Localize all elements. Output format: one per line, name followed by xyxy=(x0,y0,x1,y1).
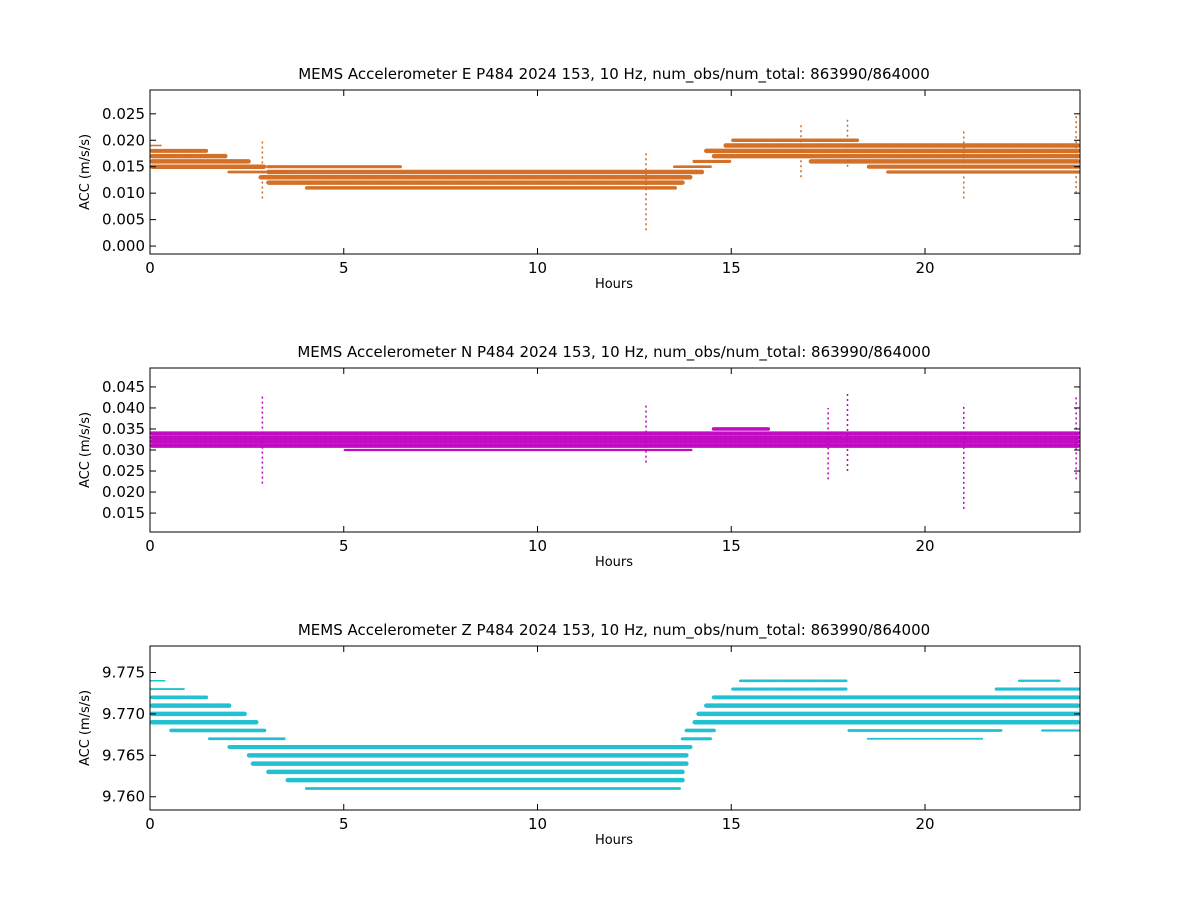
data-band xyxy=(704,703,1080,708)
y-tick-label: 9.770 xyxy=(102,705,145,723)
data-band xyxy=(150,153,228,159)
data-band xyxy=(692,159,732,163)
x-tick-label: 15 xyxy=(722,537,741,555)
data-marks xyxy=(150,679,1080,790)
y-tick-label: 9.765 xyxy=(102,746,145,764)
panel-n: MEMS Accelerometer N P484 2024 153, 10 H… xyxy=(78,343,1081,570)
data-band xyxy=(731,687,848,691)
x-tick-label: 0 xyxy=(145,815,155,833)
chart-title: MEMS Accelerometer Z P484 2024 153, 10 H… xyxy=(298,621,930,640)
data-band xyxy=(258,175,693,180)
data-marks xyxy=(150,113,1080,231)
plot-area xyxy=(150,113,1080,231)
data-marks xyxy=(150,391,1080,509)
x-tick-label: 20 xyxy=(915,259,934,277)
data-band xyxy=(150,148,209,153)
data-band xyxy=(673,165,712,169)
data-band xyxy=(696,711,1080,717)
data-band xyxy=(150,719,259,725)
data-band xyxy=(169,728,267,733)
y-tick-label: 0.025 xyxy=(102,462,145,480)
data-band xyxy=(208,737,286,741)
x-tick-label: 10 xyxy=(528,815,547,833)
axes-frame xyxy=(149,89,1081,255)
data-band xyxy=(739,679,848,683)
panel-e: MEMS Accelerometer E P484 2024 153, 10 H… xyxy=(78,65,1081,292)
data-band xyxy=(266,769,685,775)
x-tick-label: 15 xyxy=(722,259,741,277)
data-band xyxy=(866,164,1080,169)
chart-title: MEMS Accelerometer N P484 2024 153, 10 H… xyxy=(297,343,930,362)
panel-z: MEMS Accelerometer Z P484 2024 153, 10 H… xyxy=(78,621,1081,848)
data-band xyxy=(711,153,1080,159)
y-tick-label: 0.010 xyxy=(102,184,145,202)
data-band xyxy=(994,687,1080,691)
data-band xyxy=(266,180,685,185)
data-band xyxy=(150,695,209,700)
x-axis-label: Hours xyxy=(595,833,633,848)
y-tick-label: 0.015 xyxy=(102,158,145,176)
x-tick-label: 0 xyxy=(145,537,155,555)
y-axis-ticks: 0.000 0.005 0.010 0.015 0.020 0.025 xyxy=(102,105,1080,255)
x-tick-label: 5 xyxy=(339,815,349,833)
y-axis-label: ACC (m/s/s) xyxy=(78,690,93,766)
y-tick-label: 0.045 xyxy=(102,378,145,396)
data-band xyxy=(711,427,770,431)
data-band xyxy=(250,761,689,766)
data-band xyxy=(692,719,1080,725)
y-tick-label: 0.030 xyxy=(102,441,145,459)
y-axis-ticks: 0.015 0.020 0.025 0.030 0.035 0.040 0.045 xyxy=(102,378,1080,522)
data-band xyxy=(266,169,705,175)
data-band xyxy=(704,148,1080,154)
x-tick-label: 10 xyxy=(528,537,547,555)
axes-frame xyxy=(149,645,1081,811)
x-axis-ticks: 0 5 10 15 20 xyxy=(145,646,935,833)
x-tick-label: 0 xyxy=(145,259,155,277)
data-band xyxy=(731,138,860,143)
y-axis-label: ACC (m/s/s) xyxy=(78,412,93,488)
data-band xyxy=(886,170,1080,174)
y-tick-label: 0.015 xyxy=(102,504,145,522)
x-axis-label: Hours xyxy=(595,555,633,570)
y-tick-label: 0.005 xyxy=(102,211,145,229)
data-band xyxy=(343,448,693,452)
data-band xyxy=(285,777,685,783)
y-tick-label: 0.020 xyxy=(102,483,145,501)
y-tick-label: 9.775 xyxy=(102,664,145,682)
data-band xyxy=(150,711,247,717)
plot-area xyxy=(150,391,1080,509)
data-band xyxy=(266,165,402,169)
data-band xyxy=(150,164,267,169)
y-tick-label: 0.035 xyxy=(102,420,145,438)
y-axis-label: ACC (m/s/s) xyxy=(78,134,93,210)
x-tick-label: 10 xyxy=(528,259,547,277)
x-tick-label: 5 xyxy=(339,259,349,277)
data-band xyxy=(1018,679,1061,682)
x-tick-label: 20 xyxy=(915,815,934,833)
x-axis-label: Hours xyxy=(595,277,633,292)
y-tick-label: 0.040 xyxy=(102,399,145,417)
plot-area xyxy=(150,679,1080,790)
data-band xyxy=(150,688,185,690)
x-tick-label: 5 xyxy=(339,537,349,555)
y-tick-label: 0.025 xyxy=(102,105,145,123)
x-axis-ticks: 0 5 10 15 20 xyxy=(145,368,935,555)
x-axis-ticks: 0 5 10 15 20 xyxy=(145,90,935,277)
data-band xyxy=(866,737,984,740)
y-tick-label: 0.000 xyxy=(102,237,145,255)
data-band xyxy=(847,729,1003,732)
y-tick-label: 0.020 xyxy=(102,131,145,149)
chart-title: MEMS Accelerometer E P484 2024 153, 10 H… xyxy=(298,65,930,84)
data-band xyxy=(227,745,693,750)
y-axis-ticks: 9.760 9.765 9.770 9.775 xyxy=(102,664,1080,806)
x-tick-label: 20 xyxy=(915,537,934,555)
data-band xyxy=(711,695,1080,700)
data-band xyxy=(150,680,166,682)
data-band xyxy=(723,143,1080,148)
data-band xyxy=(305,787,681,790)
y-tick-label: 9.760 xyxy=(102,788,145,806)
data-band xyxy=(1041,729,1080,732)
x-tick-label: 15 xyxy=(722,815,741,833)
